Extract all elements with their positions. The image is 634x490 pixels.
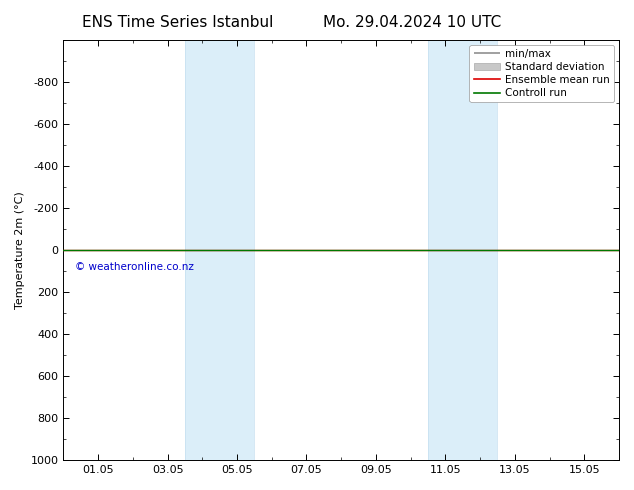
Text: Mo. 29.04.2024 10 UTC: Mo. 29.04.2024 10 UTC [323, 15, 501, 30]
Bar [185, 40, 254, 460]
Text: ENS Time Series Istanbul: ENS Time Series Istanbul [82, 15, 273, 30]
Legend: min/max, Standard deviation, Ensemble mean run, Controll run: min/max, Standard deviation, Ensemble me… [469, 45, 614, 102]
Y-axis label: Temperature 2m (°C): Temperature 2m (°C) [15, 191, 25, 309]
Bar [428, 40, 498, 460]
Text: © weatheronline.co.nz: © weatheronline.co.nz [75, 263, 193, 272]
